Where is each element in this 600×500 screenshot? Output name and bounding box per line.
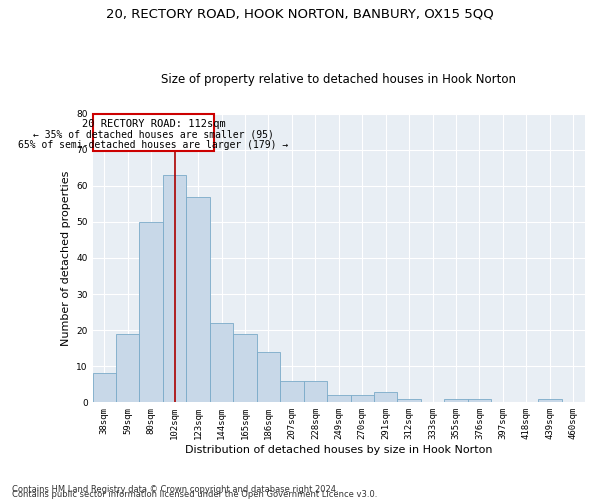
Bar [350,395,374,402]
Text: Contains public sector information licensed under the Open Government Licence v3: Contains public sector information licen… [12,490,377,499]
Text: 20 RECTORY ROAD: 112sqm: 20 RECTORY ROAD: 112sqm [82,118,226,128]
Text: Contains HM Land Registry data © Crown copyright and database right 2024.: Contains HM Land Registry data © Crown c… [12,484,338,494]
Bar [116,334,139,402]
Bar [233,334,257,402]
Y-axis label: Number of detached properties: Number of detached properties [61,170,71,346]
Bar [397,398,421,402]
Bar [304,380,327,402]
Bar [163,175,187,402]
Bar [327,395,350,402]
Bar [374,392,397,402]
Text: ← 35% of detached houses are smaller (95): ← 35% of detached houses are smaller (95… [33,130,274,140]
Text: 65% of semi-detached houses are larger (179) →: 65% of semi-detached houses are larger (… [19,140,289,150]
Bar [257,352,280,403]
Bar [187,196,210,402]
FancyBboxPatch shape [92,114,214,152]
Text: 20, RECTORY ROAD, HOOK NORTON, BANBURY, OX15 5QQ: 20, RECTORY ROAD, HOOK NORTON, BANBURY, … [106,8,494,20]
Bar [139,222,163,402]
Bar [468,398,491,402]
Bar [445,398,468,402]
X-axis label: Distribution of detached houses by size in Hook Norton: Distribution of detached houses by size … [185,445,493,455]
Bar [538,398,562,402]
Title: Size of property relative to detached houses in Hook Norton: Size of property relative to detached ho… [161,73,516,86]
Bar [210,323,233,402]
Bar [280,380,304,402]
Bar [92,374,116,402]
